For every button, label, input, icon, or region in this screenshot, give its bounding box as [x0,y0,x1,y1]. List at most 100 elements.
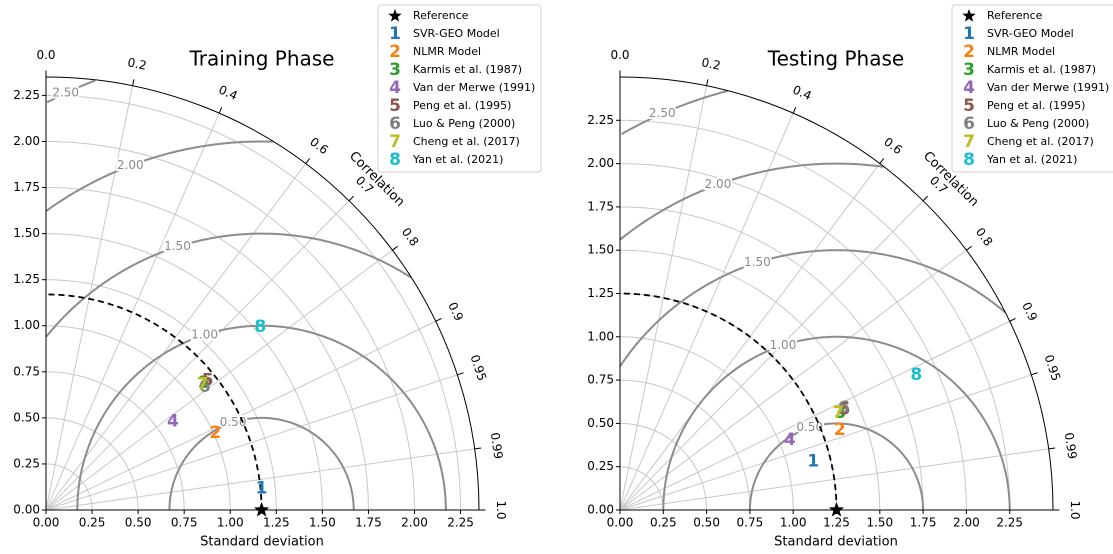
rms-contour-label: 1.50 [744,255,771,269]
legend-marker: 5 [963,96,975,116]
rms-contour [619,249,1006,367]
y-tick-label: 0.75 [13,364,40,378]
model-point: 1 [256,478,268,498]
rms-contour [748,422,925,510]
rms-contour [619,162,884,241]
legend-label: NLMR Model [413,45,481,58]
outer-arc [619,76,1054,511]
legend-label: Yan et al. (2021) [412,153,503,166]
corr-grid-line [45,85,134,511]
legend-label: Cheng et al. (2017) [413,135,520,148]
corr-tick-label: 0.99 [488,432,506,460]
legend-box [377,4,542,173]
y-tick-label: 2.00 [587,156,614,170]
corr-tick [922,195,929,202]
corr-tick [966,245,972,251]
legend-label: Cheng et al. (2017) [987,135,1094,148]
x-tick-label: 2.00 [401,516,428,530]
y-tick-label: 1.75 [13,180,40,194]
legend-box [951,4,1113,173]
panel: 0.00.20.40.60.70.80.90.950.991.00.501.00… [13,4,542,550]
y-tick-label: 1.25 [587,286,614,300]
rms-contour-label: 1.50 [164,239,191,253]
corr-tick [879,158,885,164]
corr-tick [132,79,135,86]
corr-tick-label: 0.4 [217,83,240,103]
legend-marker: 4 [389,78,401,98]
std-grid-arc [619,379,751,511]
corr-grid-line [45,374,458,511]
corr-tick-label: 1.0 [1068,500,1082,519]
legend-label: Reference [987,9,1043,22]
x-tick-label: 0.25 [650,516,677,530]
x-tick-label: 2.25 [996,516,1023,530]
corr-tick-label: 0.8 [973,225,996,249]
reference-point [828,502,845,517]
std-grid-arc [619,249,881,511]
model-point: 5 [202,370,214,390]
rms-contour [621,89,728,135]
panel: 0.00.20.40.60.70.80.90.950.991.00.501.00… [587,4,1113,550]
legend-label: Peng et al. (1995) [987,99,1085,112]
corr-tick [218,106,223,114]
corr-tick [457,372,464,376]
corr-grid-line [45,249,393,511]
corr-tick-label: 0.95 [468,353,490,383]
std-grid-arc [45,140,416,511]
legend-label: Van der Merwe (1991) [987,81,1109,94]
corr-tick-label: 0.99 [1062,432,1080,460]
y-tick-label: 1.00 [587,329,614,343]
x-tick-label: 0.25 [79,516,106,530]
legend-label: Luo & Peng (2000) [987,117,1089,130]
std-grid-arc [619,206,924,511]
legend-label: Karmis et al. (1987) [413,63,522,76]
x-tick-label: 0.00 [33,516,60,530]
model-point: 3 [834,403,846,423]
corr-grid-line [619,374,1032,511]
legend-label: Karmis et al. (1987) [987,63,1096,76]
model-point: 8 [254,317,266,337]
y-tick-label: 0.75 [587,373,614,387]
legend-label: Yan et al. (2021) [986,153,1077,166]
legend-marker: 2 [963,42,975,62]
model-point: 2 [834,420,846,440]
corr-tick [474,447,482,450]
y-tick-label: 1.00 [13,318,40,332]
chart-title: Training Phase [189,47,335,71]
model-point: 4 [784,430,796,450]
corr-tick [1031,372,1038,376]
corr-tick [305,158,311,164]
corr-grid-line [619,320,1010,511]
outer-arc [45,76,480,511]
model-point: 6 [199,377,211,397]
legend-label: Reference [413,9,469,22]
corr-grid-line [45,448,475,511]
y-tick-label: 0.50 [587,416,614,430]
corr-tick-label: 0.95 [1042,353,1064,383]
rms-contour-label: 2.50 [649,106,676,120]
rms-contour [45,140,273,212]
reference-arc [619,292,838,511]
legend-reference-marker [962,9,976,22]
std-grid-arc [45,233,323,511]
corr-tick [792,106,797,114]
x-tick-label: 1.00 [780,516,807,530]
legend-marker: 8 [389,150,401,170]
corr-tick [435,317,442,322]
y-tick-label: 2.25 [587,113,614,127]
model-point: 3 [198,373,210,393]
model-point: 2 [209,423,221,443]
rms-contour-label: 2.00 [117,158,144,172]
x-tick-label: 0.75 [737,516,764,530]
x-tick-label: 2.25 [447,516,474,530]
corr-tick-label: 0.6 [307,135,331,158]
legend-label: SVR-GEO Model [987,27,1074,40]
std-grid-arc [619,336,794,511]
corr-tick [706,79,709,86]
model-point: 6 [838,398,850,418]
corr-tick [1048,447,1056,450]
x-tick-label: 0.00 [607,516,634,530]
rms-contour [46,79,96,104]
corr-grid-line [619,249,967,511]
corr-tick-label: 0.4 [791,83,814,103]
